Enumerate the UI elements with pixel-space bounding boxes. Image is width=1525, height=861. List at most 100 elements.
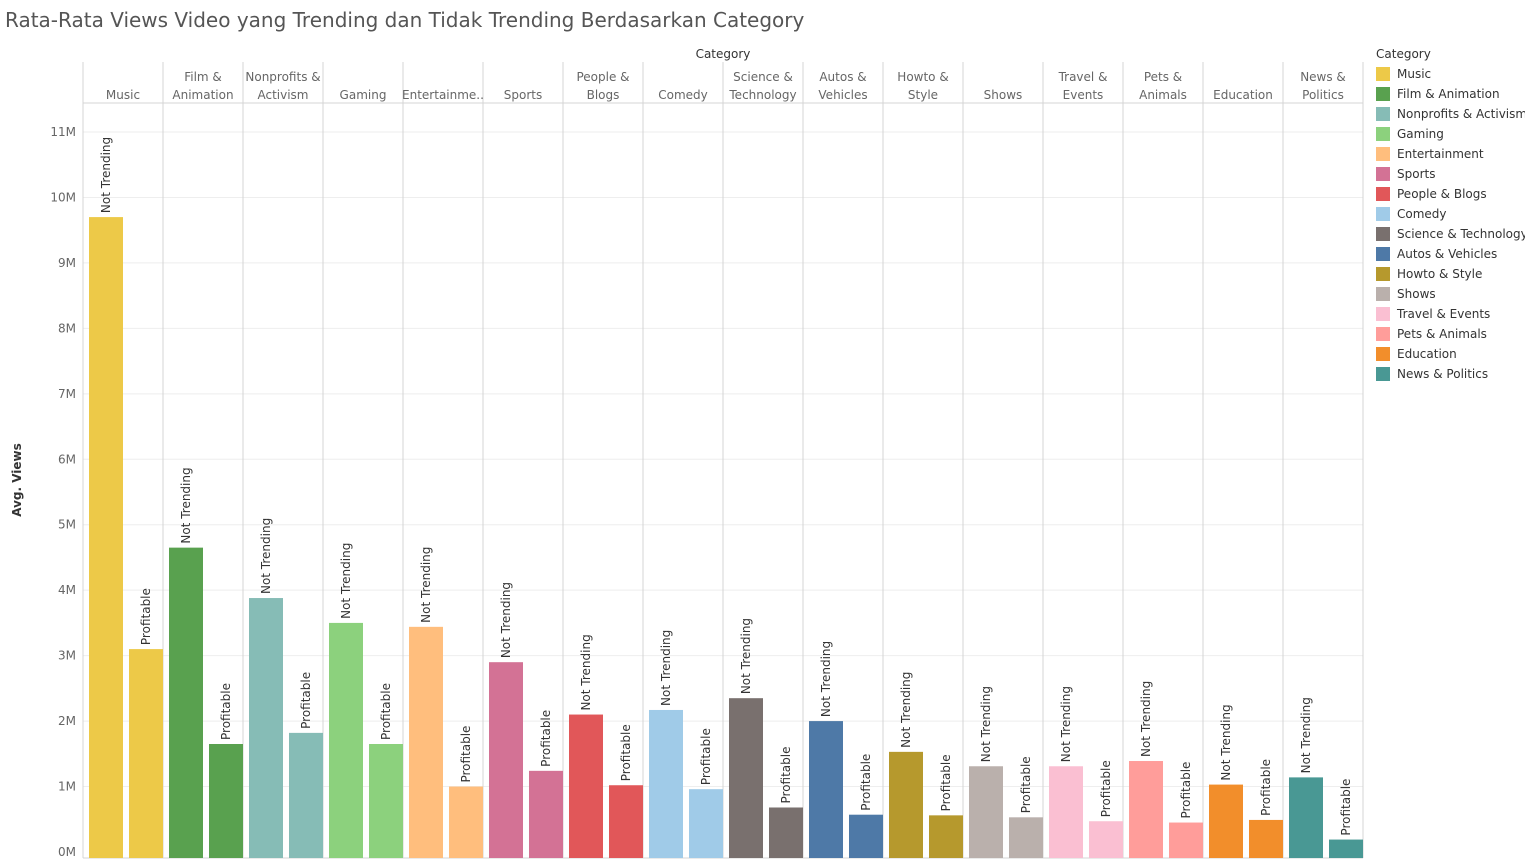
bar-label: Profitable (1339, 779, 1353, 836)
bar-label: Not Trending (1139, 681, 1153, 757)
legend-swatch (1376, 147, 1390, 161)
legend-label: Nonprofits & Activism (1397, 107, 1525, 121)
legend-items: Music Film & Animation Nonprofits & Activi… (1376, 64, 1525, 384)
bar (129, 649, 163, 858)
legend-swatch (1376, 287, 1390, 301)
bar (689, 789, 723, 858)
legend-label: Film & Animation (1397, 87, 1500, 101)
bar (1209, 784, 1243, 858)
y-tick-label: 0M (58, 845, 76, 859)
bar (1049, 766, 1083, 858)
bar-label: Not Trending (1219, 704, 1233, 780)
bar-label: Not Trending (99, 137, 113, 213)
legend-label: Autos & Vehicles (1397, 247, 1498, 261)
legend-item[interactable]: News & Politics (1376, 364, 1524, 384)
column-header-label: Autos & (819, 70, 866, 84)
column-header-label: Comedy (658, 88, 708, 102)
legend-item[interactable]: Gaming (1376, 124, 1524, 144)
column-header-label: News & (1300, 70, 1346, 84)
legend-swatch (1376, 227, 1390, 241)
bar-chart: Category 0M 1M 2M 3M 4M 5M 6M 7M 8M 9M 10M 11M Avg. V… (10, 47, 1364, 859)
legend-item[interactable]: People & Blogs (1376, 184, 1524, 204)
bar (409, 626, 443, 858)
legend-label: News & Politics (1397, 367, 1489, 381)
column-header-label: Gaming (340, 88, 387, 102)
legend-item[interactable]: Music (1376, 64, 1524, 84)
y-tick-label: 6M (58, 452, 76, 466)
bar (1009, 817, 1043, 858)
bar (169, 547, 203, 858)
bar (489, 662, 523, 858)
column-header-label: Technology (728, 88, 796, 102)
bar-label: Not Trending (979, 686, 993, 762)
legend-item[interactable]: Pets & Animals (1376, 324, 1524, 344)
bar-label: Not Trending (739, 618, 753, 694)
column-header-label: Science & (733, 70, 793, 84)
y-tick-label: 5M (58, 518, 76, 532)
bar-label: Not Trending (579, 634, 593, 710)
legend-swatch (1376, 267, 1390, 281)
bar-label: Profitable (219, 683, 233, 740)
y-tick-label: 8M (58, 321, 76, 335)
column-header-label: Politics (1302, 88, 1344, 102)
legend-swatch (1376, 67, 1390, 81)
legend-swatch (1376, 87, 1390, 101)
bar-label: Not Trending (179, 467, 193, 543)
legend-swatch (1376, 127, 1390, 141)
legend-item[interactable]: Sports (1376, 164, 1524, 184)
legend-swatch (1376, 327, 1390, 341)
column-header-label: Style (908, 88, 938, 102)
bar-label: Not Trending (419, 547, 433, 623)
legend-item[interactable]: Entertainment (1376, 144, 1524, 164)
column-header-label: Sports (504, 88, 542, 102)
bar-label: Profitable (379, 683, 393, 740)
legend-swatch (1376, 247, 1390, 261)
bar (609, 785, 643, 858)
column-header-label: Pets & (1144, 70, 1182, 84)
y-tick-label: 1M (58, 780, 76, 794)
legend-swatch (1376, 207, 1390, 221)
column-header-label: Events (1063, 88, 1104, 102)
bar (1089, 821, 1123, 858)
bar-label: Profitable (939, 754, 953, 811)
bar (1249, 819, 1283, 858)
column-header-label: People & (576, 70, 629, 84)
bar (289, 732, 323, 858)
column-header-label: Vehicles (818, 88, 867, 102)
legend-label: Music (1397, 67, 1432, 81)
legend-item[interactable]: Nonprofits & Activism (1376, 104, 1525, 124)
legend-item[interactable]: Shows (1376, 284, 1524, 304)
bar-label: Profitable (1259, 759, 1273, 816)
legend-item[interactable]: Film & Animation (1376, 84, 1524, 104)
y-axis-label: Avg. Views (10, 443, 24, 517)
column-header-label: Music (106, 88, 140, 102)
bar-label: Not Trending (1299, 697, 1313, 773)
legend-item[interactable]: Howto & Style (1376, 264, 1524, 284)
legend-swatch (1376, 307, 1390, 321)
column-header-label: Nonprofits & (245, 70, 320, 84)
legend-label: Shows (1397, 287, 1436, 301)
column-header-label: Animation (172, 88, 233, 102)
legend-label: Pets & Animals (1397, 327, 1487, 341)
bar (249, 598, 283, 858)
legend-item[interactable]: Travel & Events (1376, 304, 1524, 324)
bar (89, 217, 123, 858)
y-tick-label: 10M (50, 190, 76, 204)
legend-label: Howto & Style (1397, 267, 1483, 281)
legend-item[interactable]: Autos & Vehicles (1376, 244, 1524, 264)
bar-label: Profitable (779, 746, 793, 803)
bar (449, 786, 483, 858)
column-header-label: Activism (257, 88, 308, 102)
legend-item[interactable]: Education (1376, 344, 1524, 364)
legend-item[interactable]: Science & Technology (1376, 224, 1525, 244)
y-tick-label: 3M (58, 649, 76, 663)
bar-label: Profitable (139, 588, 153, 645)
y-tick-label: 4M (58, 583, 76, 597)
legend-item[interactable]: Comedy (1376, 204, 1524, 224)
bar-label: Not Trending (819, 641, 833, 717)
bar (729, 698, 763, 858)
bar-label: Profitable (859, 754, 873, 811)
chart-title: Rata-Rata Views Video yang Trending dan … (5, 8, 805, 32)
legend[interactable]: Category Music Film & Animation Nonprofits… (1376, 47, 1525, 384)
bar-label: Not Trending (339, 543, 353, 619)
